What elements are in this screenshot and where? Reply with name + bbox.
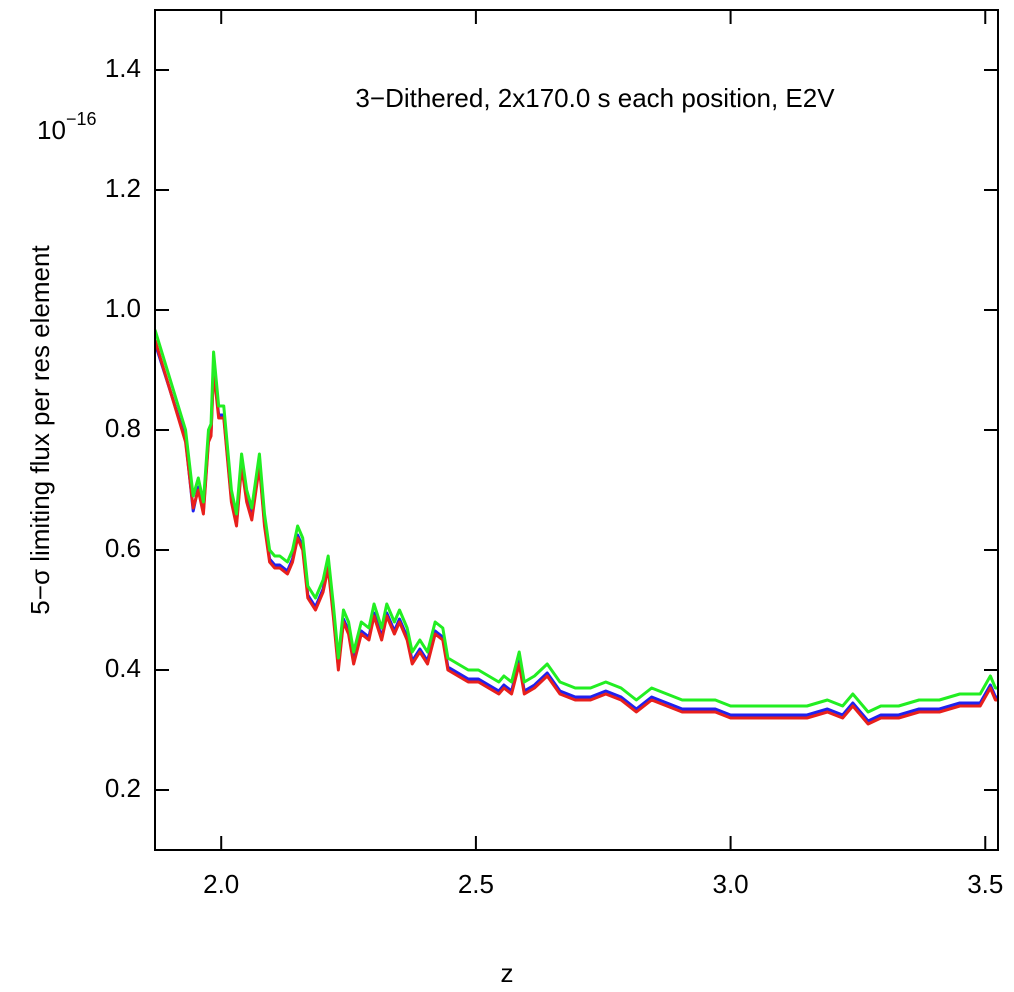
x-tick-label: 3.0 [713, 869, 749, 899]
y-tick-label: 1.4 [105, 53, 141, 83]
plot-area [155, 329, 998, 726]
x-tick-label: 3.5 [967, 869, 1003, 899]
y-scale-exponent: −16 [66, 109, 97, 129]
x-axis-label: z [501, 958, 514, 988]
data-line [155, 342, 998, 723]
x-tick-label: 2.5 [458, 869, 494, 899]
annotation: 3−Dithered, 2x170.0 s each position, E2V [355, 83, 835, 113]
x-tick-label: 2.0 [203, 869, 239, 899]
data-line [155, 329, 998, 714]
y-tick-label: 0.8 [105, 413, 141, 443]
y-scale-base: 10 [37, 115, 66, 145]
y-axis-label: 5−σ limiting flux per res element [25, 245, 55, 615]
data-line [155, 339, 998, 726]
y-tick-label: 1.0 [105, 293, 141, 323]
y-tick-label: 0.4 [105, 653, 141, 683]
y-tick-label: 0.2 [105, 773, 141, 803]
y-tick-label: 1.2 [105, 173, 141, 203]
y-tick-label: 0.6 [105, 533, 141, 563]
